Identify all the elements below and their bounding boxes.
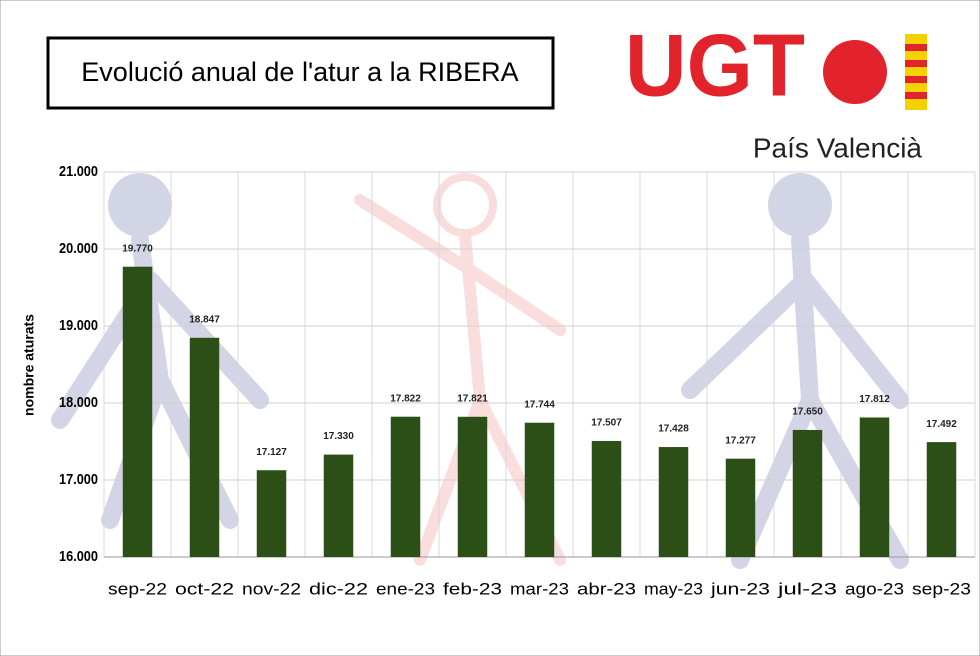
value-label: 17.330 <box>323 431 354 442</box>
bar <box>390 416 421 557</box>
chart-title: Evolució anual de l'atur a la RIBERA <box>81 57 518 87</box>
bar <box>323 454 354 557</box>
x-tick-label: ago-23 <box>845 579 904 598</box>
value-label: 17.127 <box>256 447 287 458</box>
x-tick-label: dic-22 <box>309 579 368 598</box>
y-tick-label: 20.000 <box>59 239 98 256</box>
value-label: 17.821 <box>457 393 488 404</box>
x-tick-label: abr-23 <box>577 579 636 598</box>
x-tick-label: jul-23 <box>777 579 837 598</box>
value-label: 17.428 <box>658 424 689 435</box>
bar <box>524 422 555 557</box>
bar <box>792 429 823 557</box>
x-tick-label: mar-23 <box>510 579 569 598</box>
value-label: 17.822 <box>390 393 421 404</box>
y-tick-label: 17.000 <box>59 470 98 487</box>
x-tick-label: oct-22 <box>175 579 234 598</box>
value-label: 17.744 <box>524 399 555 410</box>
value-label: 17.507 <box>591 418 622 429</box>
value-label: 17.277 <box>725 435 756 446</box>
bar <box>122 266 153 557</box>
x-tick-label: ene-23 <box>376 579 435 598</box>
y-tick-label: 21.000 <box>59 162 98 179</box>
logo: UGT <box>625 15 805 114</box>
x-tick-label: may-23 <box>644 579 703 598</box>
bar <box>189 337 220 557</box>
value-label: 17.650 <box>792 407 823 418</box>
title-box <box>46 36 555 110</box>
bar <box>725 458 756 557</box>
x-tick-label: sep-22 <box>108 579 167 598</box>
x-tick-label: jun-23 <box>710 579 770 598</box>
x-tick-label: feb-23 <box>443 579 502 598</box>
x-tick-label: nov-22 <box>242 579 301 598</box>
value-label: 17.812 <box>859 394 890 405</box>
y-tick-label: 16.000 <box>59 547 98 564</box>
bar <box>256 470 287 557</box>
value-label: 19.770 <box>122 243 153 254</box>
bar <box>859 417 890 557</box>
bar <box>457 416 488 557</box>
y-axis-label: nombre aturats <box>21 314 37 416</box>
bar <box>591 440 622 557</box>
value-label: 18.847 <box>189 314 220 325</box>
flag <box>905 34 927 110</box>
value-label: 17.492 <box>926 419 957 430</box>
x-tick-label: sep-23 <box>912 579 971 598</box>
y-tick-label: 19.000 <box>59 316 98 333</box>
y-tick-label: 18.000 <box>59 393 98 410</box>
bar <box>926 442 957 557</box>
logo-icon <box>823 40 887 104</box>
bar <box>658 447 689 557</box>
logo-subtitle: País Valencià <box>753 132 923 163</box>
